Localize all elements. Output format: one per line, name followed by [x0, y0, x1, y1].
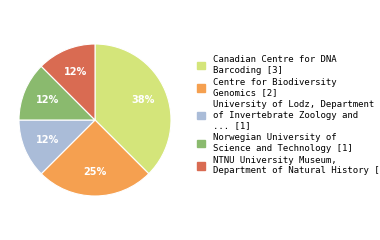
Wedge shape [19, 120, 95, 174]
Wedge shape [41, 120, 149, 196]
Legend: Canadian Centre for DNA
Barcoding [3], Centre for Biodiversity
Genomics [2], Uni: Canadian Centre for DNA Barcoding [3], C… [195, 53, 380, 178]
Text: 12%: 12% [36, 135, 59, 145]
Wedge shape [19, 66, 95, 120]
Text: 38%: 38% [131, 95, 154, 105]
Wedge shape [95, 44, 171, 174]
Text: 12%: 12% [36, 95, 59, 105]
Text: 12%: 12% [63, 67, 87, 77]
Text: 25%: 25% [83, 167, 107, 177]
Wedge shape [41, 44, 95, 120]
